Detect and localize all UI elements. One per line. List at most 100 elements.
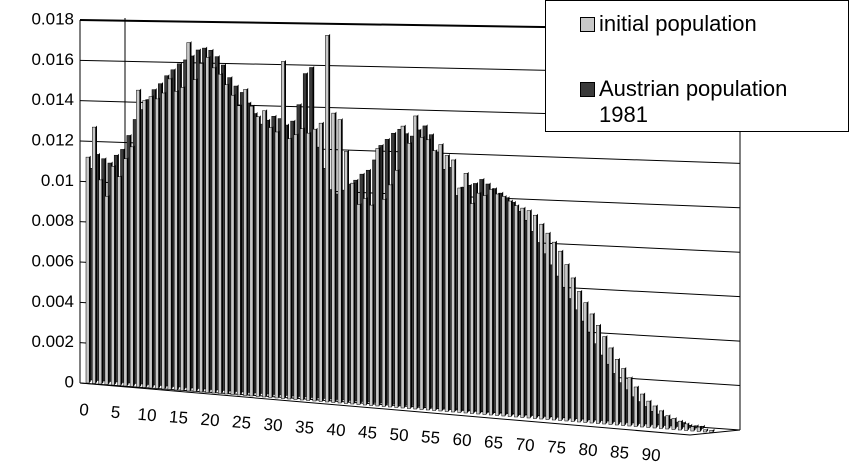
bar-front [514, 205, 518, 418]
bar [199, 61, 205, 393]
bar-front [92, 126, 96, 384]
bar-front [312, 128, 317, 402]
y-tick-label: 0.006 [31, 251, 74, 270]
bar-side [505, 194, 507, 416]
bar [85, 155, 91, 384]
bar-side [366, 197, 368, 405]
bar [224, 83, 230, 395]
bar [533, 213, 538, 419]
y-tick-label: 0.002 [31, 332, 74, 351]
x-tick-label: 75 [546, 437, 567, 458]
bar-front [671, 418, 676, 430]
bar-front [425, 139, 430, 411]
bar [255, 115, 261, 397]
bar [703, 428, 709, 433]
bar-side [114, 164, 116, 385]
bar-side [190, 41, 192, 391]
bar-front [85, 156, 90, 384]
bar-front [243, 89, 247, 396]
bar [155, 97, 160, 389]
bar-side [240, 104, 242, 395]
bar-side [284, 59, 286, 399]
bar [438, 143, 444, 412]
bar-side [429, 138, 431, 411]
x-tick-label: 0 [79, 400, 90, 420]
bar-side [416, 114, 419, 409]
bar-side [158, 97, 160, 389]
bar-front [136, 89, 140, 388]
bar-side [322, 121, 324, 402]
bar-front [110, 166, 115, 386]
bar-front [205, 57, 210, 393]
bar [507, 199, 513, 417]
bar-front [255, 116, 260, 397]
bar-front [199, 63, 203, 393]
bar-front [533, 214, 537, 419]
bar [180, 85, 186, 391]
bar-side [171, 77, 173, 390]
bar-side [259, 115, 261, 397]
bar-side [586, 301, 589, 423]
bar-front [369, 204, 373, 406]
bar [205, 55, 211, 393]
bar-side [196, 78, 198, 392]
bar-front [299, 128, 304, 401]
bar-side [234, 93, 236, 395]
bar-side [593, 312, 595, 423]
bar-front [539, 223, 544, 420]
bar [98, 178, 104, 385]
bar-front [703, 429, 707, 433]
bar-side [599, 323, 601, 424]
bar [281, 59, 286, 399]
bar-front [501, 196, 506, 417]
bar-side [662, 409, 664, 429]
bar [551, 240, 557, 421]
bar-side [542, 222, 545, 419]
bar [381, 197, 387, 407]
bar-front [444, 155, 449, 412]
x-tick-label: 20 [200, 410, 221, 431]
bar [129, 145, 135, 387]
bar [451, 158, 457, 413]
bar-front [407, 143, 411, 409]
bar-side [555, 240, 557, 420]
bar-side [208, 55, 211, 393]
bar [570, 276, 576, 422]
bar [337, 118, 343, 404]
bar-front [463, 173, 468, 414]
bar [671, 416, 677, 430]
bar-front [224, 84, 229, 395]
bar [640, 392, 646, 428]
bar-side [561, 249, 564, 421]
bar-front [551, 241, 556, 421]
bar-front [495, 193, 499, 416]
x-tick-label: 60 [452, 430, 473, 451]
bar [690, 425, 696, 432]
bar [488, 187, 494, 416]
bar [633, 385, 639, 427]
bar-side [681, 419, 683, 430]
bar [110, 164, 116, 386]
bar [482, 194, 488, 415]
bar-front [621, 368, 625, 426]
bar-front [608, 347, 613, 425]
bar-side [145, 99, 148, 388]
bar [123, 157, 129, 387]
bar [476, 191, 482, 415]
x-tick-label: 30 [263, 415, 284, 436]
bar [407, 141, 412, 409]
bar-side [360, 203, 362, 405]
bar-front [388, 184, 392, 408]
y-tick-label: 0.012 [31, 130, 74, 149]
bar-front [614, 359, 619, 426]
bar-side [574, 276, 576, 422]
bar [325, 33, 331, 403]
bar [312, 127, 318, 402]
bar-front [362, 198, 367, 406]
bar-side [694, 425, 696, 431]
bar [608, 346, 614, 425]
bar-side [498, 192, 501, 416]
bar-front [331, 112, 336, 403]
x-tick-label: 35 [294, 417, 315, 438]
y-tick-label: 0.004 [31, 292, 74, 311]
